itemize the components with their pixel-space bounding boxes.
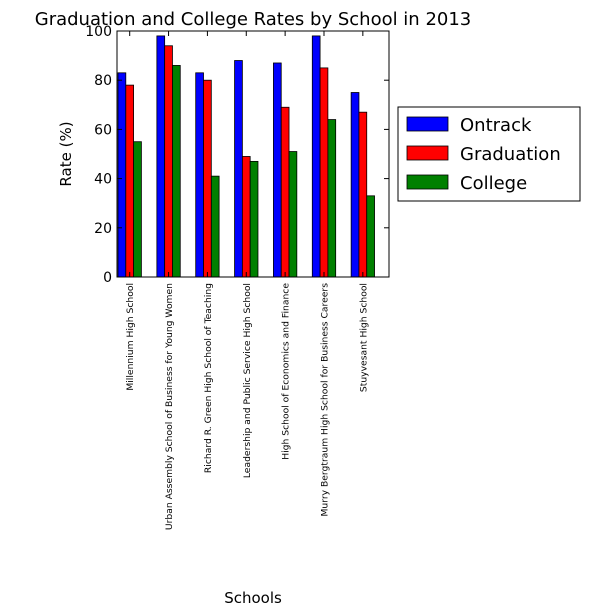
- y-tick-label: 40: [94, 172, 112, 188]
- legend-swatch-ontrack: [406, 116, 449, 132]
- bar-ontrack-7: [350, 92, 360, 278]
- bar-college-1: [133, 141, 142, 278]
- bar-graduation-5: [280, 106, 290, 278]
- x-tick-label: Millennium High School: [125, 283, 136, 391]
- legend-label-graduation: Graduation: [460, 144, 561, 165]
- legend-swatch-graduation: [406, 145, 449, 161]
- x-tick-label: Urban Assembly School of Business for Yo…: [164, 283, 175, 530]
- bar-graduation-4: [241, 156, 251, 278]
- bar-college-7: [366, 195, 375, 278]
- bar-ontrack-1: [117, 72, 127, 278]
- x-tick-label: Stuyvesant High School: [358, 283, 369, 392]
- x-axis-label: Schools: [224, 589, 282, 607]
- y-axis-label: Rate (%): [57, 121, 75, 186]
- bar-college-4: [249, 160, 259, 278]
- legend: Ontrack Graduation College: [397, 106, 581, 202]
- bar-ontrack-6: [311, 35, 321, 278]
- plot-frame: [116, 30, 390, 278]
- y-tick-label: 20: [94, 221, 112, 237]
- y-tick-label: 0: [103, 270, 112, 286]
- bar-graduation-6: [319, 67, 329, 278]
- bar-college-2: [172, 65, 181, 278]
- x-tick-label: Richard R. Green High School of Teaching: [203, 283, 214, 473]
- chart-title: Graduation and College Rates by School i…: [35, 9, 472, 30]
- bar-ontrack-2: [156, 35, 166, 278]
- bar-ontrack-5: [273, 62, 282, 278]
- legend-label-ontrack: Ontrack: [460, 115, 532, 136]
- bar-college-5: [288, 151, 298, 278]
- y-tick-label: 100: [85, 24, 112, 40]
- y-tick-label: 60: [94, 122, 112, 138]
- bar-graduation-2: [164, 45, 173, 278]
- bar-ontrack-4: [234, 60, 243, 278]
- bar-ontrack-3: [195, 72, 204, 278]
- y-tick-label: 80: [94, 73, 112, 89]
- bar-graduation-1: [125, 84, 135, 278]
- x-tick-label: High School of Economics and Finance: [281, 283, 292, 460]
- bar-graduation-3: [203, 79, 212, 278]
- bar-college-6: [327, 119, 337, 278]
- bar-college-3: [210, 175, 220, 278]
- x-tick-label: Murry Bergtraum High School for Business…: [319, 283, 330, 517]
- legend-swatch-college: [406, 174, 449, 190]
- legend-label-college: College: [460, 173, 527, 194]
- plot-area: 0 20 40 60 80 100 Millennium High School Urban …: [85, 24, 390, 530]
- bar-graduation-7: [358, 111, 368, 278]
- x-tick-label: Leadership and Public Service High Schoo…: [242, 283, 253, 478]
